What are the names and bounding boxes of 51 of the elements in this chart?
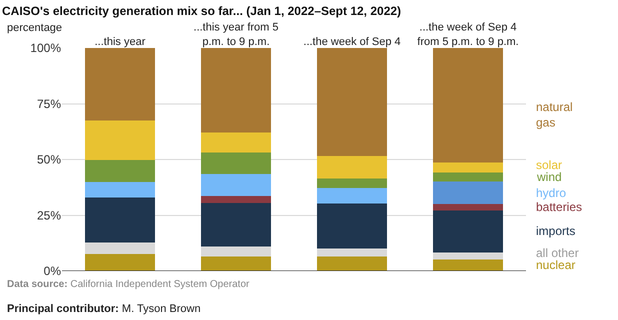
bar bbox=[317, 256, 387, 271]
bar bbox=[433, 260, 503, 271]
bar bbox=[317, 203, 387, 249]
bar bbox=[85, 242, 155, 254]
y-tick-label: 100% bbox=[30, 41, 62, 56]
bar bbox=[85, 254, 155, 271]
y-tick-label: 75% bbox=[36, 96, 62, 111]
bar bbox=[85, 48, 155, 121]
bar bbox=[201, 196, 271, 203]
bar bbox=[317, 248, 387, 257]
bar bbox=[85, 160, 155, 182]
bar bbox=[433, 172, 503, 182]
text: Principal contributor: M. Tyson Brown bbox=[7, 303, 201, 315]
chart-title: CAISO's electricity generation mix so far... (Jan 1, 2022–Sept 12, 2022) bbox=[2, 4, 402, 18]
bar bbox=[201, 246, 271, 257]
x-tick-label: ...the week of Sep 4 bbox=[303, 36, 401, 48]
bar bbox=[433, 252, 503, 260]
bar bbox=[85, 120, 155, 160]
y-tick-label: 0% bbox=[44, 264, 62, 278]
source-note: Data source: California Independent System Operator bbox=[7, 279, 250, 290]
bar bbox=[317, 188, 387, 204]
x-tick-label: ...this year from 5 p.m. to 9 p.m. bbox=[194, 22, 278, 48]
text: batteries bbox=[536, 200, 582, 214]
bar bbox=[201, 132, 271, 153]
x-tick-label: ...the week of Sep 4 from 5 p.m. to 9 p.m. bbox=[417, 22, 519, 48]
bar bbox=[433, 162, 503, 173]
y-tick-label: 50% bbox=[36, 152, 62, 167]
text: natural gas bbox=[536, 100, 573, 130]
bar bbox=[433, 204, 503, 211]
bar bbox=[317, 178, 387, 188]
bar bbox=[201, 256, 271, 271]
text: hydro bbox=[536, 186, 566, 200]
bar bbox=[201, 174, 271, 196]
text: solar bbox=[536, 158, 562, 172]
bar bbox=[433, 48, 503, 163]
y-axis-title: percentage bbox=[7, 22, 62, 34]
bar bbox=[433, 210, 503, 252]
text: wind bbox=[536, 170, 562, 184]
bar bbox=[317, 48, 387, 156]
bar bbox=[201, 152, 271, 174]
bar bbox=[85, 198, 155, 243]
text: all other bbox=[536, 246, 579, 260]
text: imports bbox=[536, 224, 576, 238]
bar bbox=[201, 48, 271, 133]
bar bbox=[201, 202, 271, 247]
y-tick-label: 25% bbox=[36, 208, 62, 222]
bar bbox=[433, 181, 503, 204]
bar bbox=[317, 156, 387, 179]
x-tick-label: ...this year bbox=[94, 36, 146, 48]
bar bbox=[85, 182, 155, 198]
text: nuclear bbox=[536, 258, 576, 272]
